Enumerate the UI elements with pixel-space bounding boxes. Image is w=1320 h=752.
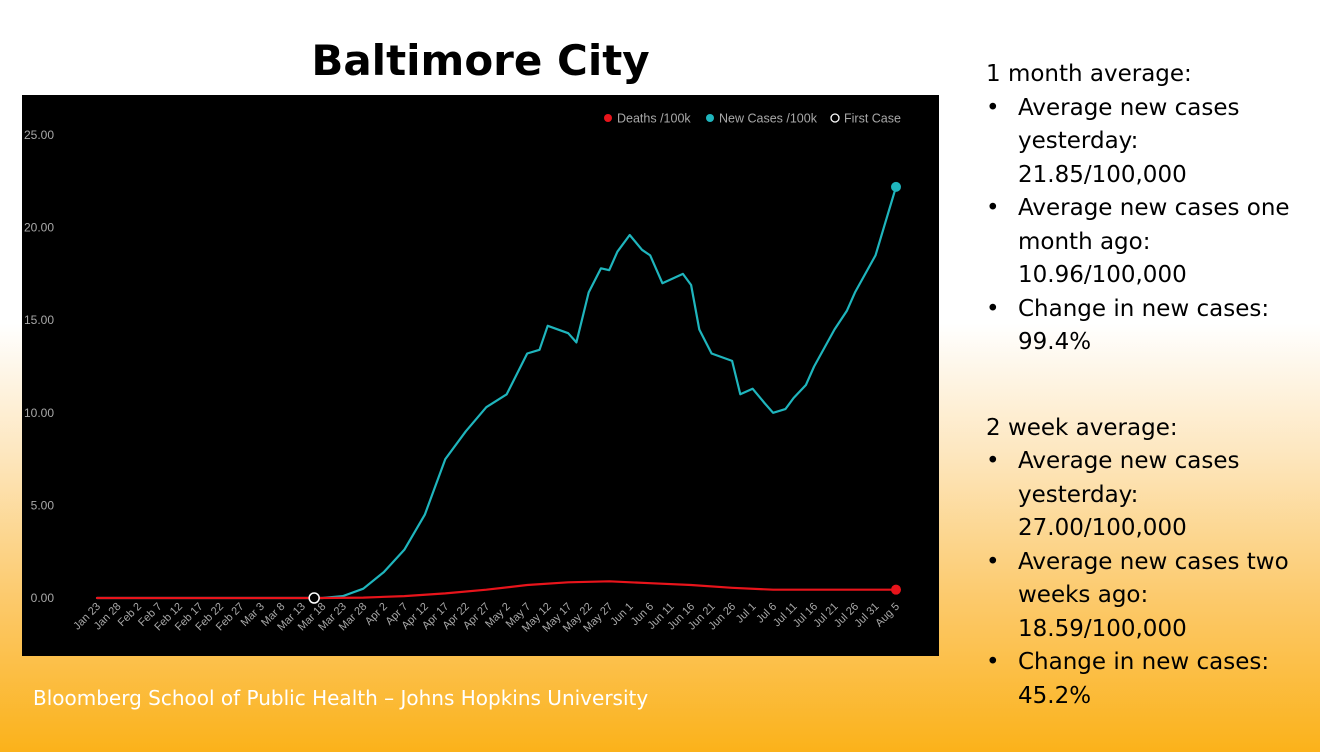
series-line-deaths-100k xyxy=(95,580,898,600)
x-tick-label: Aug 5 xyxy=(873,601,902,630)
y-tick-label: 15.00 xyxy=(24,313,54,327)
two-week-stat-two-weeks-ago: Average new cases two weeks ago: 18.59/1… xyxy=(986,546,1306,647)
first-case-marker xyxy=(308,592,320,604)
two-week-stat-yesterday: Average new cases yesterday: 27.00/100,0… xyxy=(986,445,1306,546)
y-tick-label: 0.00 xyxy=(31,591,55,605)
two-week-stat-change: Change in new cases: 45.2% xyxy=(986,646,1306,713)
x-tick-label: Jul 1 xyxy=(734,601,759,626)
legend-label: First Case xyxy=(844,112,901,126)
legend-marker xyxy=(706,114,714,122)
legend-label: Deaths /100k xyxy=(617,112,691,126)
series-endpoint-new-cases-100k xyxy=(891,181,901,192)
y-tick-label: 5.00 xyxy=(31,498,55,512)
footer-credit: Bloomberg School of Public Health – John… xyxy=(33,686,649,710)
two-week-average-list: Average new cases yesterday: 27.00/100,0… xyxy=(986,445,1306,713)
legend-marker xyxy=(604,114,612,122)
chart-panel: 0.00 5.00 10.00 15.00 20.00 25.00 Jan 23 Jan 28… xyxy=(22,95,939,656)
series-endpoint-deaths-100k xyxy=(891,584,901,595)
y-tick-label: 20.00 xyxy=(24,221,54,235)
page-title: Baltimore City xyxy=(311,36,650,85)
month-stat-month-ago: Average new cases one month ago: 10.96/1… xyxy=(986,192,1306,293)
series-line-new-cases-100k xyxy=(95,185,898,600)
x-tick-label: Apr 2 xyxy=(363,601,390,628)
month-stat-change: Change in new cases: 99.4% xyxy=(986,293,1306,360)
legend-marker xyxy=(830,113,840,123)
month-stat-yesterday: Average new cases yesterday: 21.85/100,0… xyxy=(986,92,1306,193)
x-tick-label: Jun 1 xyxy=(608,601,636,629)
month-average-heading: 1 month average: xyxy=(986,61,1192,87)
y-tick-label: 25.00 xyxy=(24,128,54,142)
month-average-list: Average new cases yesterday: 21.85/100,0… xyxy=(986,92,1306,360)
legend-label: New Cases /100k xyxy=(719,112,818,126)
stats-panel: 1 month average: Average new cases yeste… xyxy=(986,58,1306,713)
two-week-average-heading: 2 week average: xyxy=(986,414,1178,441)
y-tick-label: 10.00 xyxy=(24,406,54,420)
